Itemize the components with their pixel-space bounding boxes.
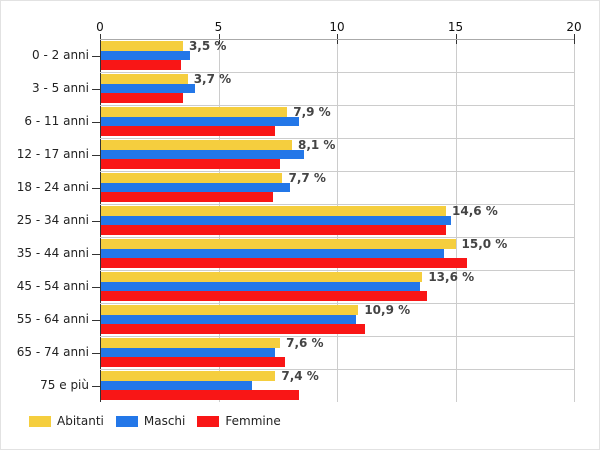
gridline-horizontal [100,270,574,271]
bar-value-label: 13,6 % [428,269,475,284]
bar-femmine[interactable] [101,225,447,235]
bar-femmine[interactable] [101,291,428,301]
bar-value-label: 15,0 % [461,236,508,251]
y-axis-tick [92,121,100,123]
category-label: 3 - 5 anni [32,80,89,95]
bar-abitanti[interactable] [101,305,359,315]
x-axis-tick-label: 10 [329,20,345,34]
x-axis-tick-label: 20 [566,20,582,34]
bar-value-label: 3,7 % [193,71,232,86]
y-axis-tick [92,187,100,189]
bar-abitanti[interactable] [101,206,447,216]
bar-femmine[interactable] [101,192,273,202]
gridline-horizontal [100,237,574,238]
bar-femmine[interactable] [101,93,183,103]
abitanti-color-swatch [29,415,51,427]
y-axis-tick [92,253,100,255]
bar-femmine[interactable] [101,126,276,136]
legend-item-femmine: Femmine [197,414,281,428]
legend: Abitanti Maschi Femmine [29,414,293,428]
gridline-vertical [455,39,457,402]
bar-value-label: 7,4 % [281,368,319,383]
category-label: 12 - 17 anni [16,146,89,161]
gridline-horizontal [100,204,574,205]
gridline-vertical [574,39,575,402]
category-label: 65 - 74 anni [16,344,89,359]
bar-femmine[interactable] [101,159,281,169]
bar-abitanti[interactable] [101,239,456,249]
y-axis-tick [92,220,100,222]
bar-abitanti[interactable] [101,371,276,381]
bar-value-label: 10,9 % [364,302,411,317]
bar-femmine[interactable] [101,390,300,400]
y-axis-tick [92,385,100,387]
bar-maschi[interactable] [101,182,290,193]
bar-maschi[interactable] [101,314,356,325]
category-label: 25 - 34 anni [16,212,89,227]
bar-maschi[interactable] [101,215,451,226]
legend-label-femmine: Femmine [225,414,281,428]
bar-value-label: 3,5 % [188,38,227,53]
gridline-horizontal [100,369,574,370]
bar-maschi[interactable] [101,50,191,61]
y-axis-tick [92,55,100,57]
bar-abitanti[interactable] [101,41,183,51]
category-label: 0 - 2 anni [32,47,89,62]
x-axis-tick [574,34,575,44]
maschi-color-swatch [115,415,138,427]
bar-value-label: 8,1 % [297,137,336,152]
y-axis-tick [92,286,100,288]
bar-maschi[interactable] [101,281,420,292]
legend-label-abitanti: Abitanti [57,414,104,428]
legend-item-maschi: Maschi [115,414,186,428]
x-axis-line [100,39,574,40]
bar-maschi[interactable] [101,116,300,127]
bar-femmine[interactable] [101,324,366,334]
bar-abitanti[interactable] [101,173,283,183]
bar-value-label: 14,6 % [452,203,498,218]
bar-maschi[interactable] [101,347,276,358]
gridline-horizontal [100,336,574,337]
legend-item-abitanti: Abitanti [29,414,104,428]
y-axis-tick [92,154,100,156]
bar-abitanti[interactable] [101,272,423,282]
bar-abitanti[interactable] [101,338,281,348]
bar-value-label: 7,9 % [293,104,331,119]
bar-abitanti[interactable] [101,140,292,150]
x-axis-tick-label: 5 [214,20,223,34]
gridline-horizontal [100,105,574,106]
gridline-horizontal [100,171,574,172]
femmine-color-swatch [197,415,220,427]
category-label: 75 e più [40,377,89,392]
bar-value-label: 7,7 % [288,170,326,185]
x-axis-tick-label: 0 [96,20,104,34]
category-label: 6 - 11 anni [24,113,89,128]
category-label: 35 - 44 anni [16,245,89,260]
bar-abitanti[interactable] [101,74,188,84]
category-label: 55 - 64 anni [16,311,89,326]
bar-maschi[interactable] [101,149,304,160]
bar-maschi[interactable] [101,248,444,259]
y-axis-tick [92,88,100,90]
legend-label-maschi: Maschi [143,414,186,428]
gridline-horizontal [100,303,574,304]
bar-femmine[interactable] [101,357,285,367]
gridline-horizontal [100,72,574,73]
y-axis-tick [92,352,100,354]
bar-femmine[interactable] [101,258,468,268]
bar-maschi[interactable] [101,83,195,94]
gridline-horizontal [100,138,574,139]
bar-femmine[interactable] [101,60,181,70]
bar-abitanti[interactable] [101,107,288,117]
baseline-gridline [100,39,101,402]
x-axis-tick-label: 15 [447,20,464,34]
bar-maschi[interactable] [101,380,252,391]
category-label: 18 - 24 anni [16,179,89,194]
bar-value-label: 7,6 % [286,335,324,350]
category-label: 45 - 54 anni [16,278,89,293]
y-axis-tick [92,319,100,321]
